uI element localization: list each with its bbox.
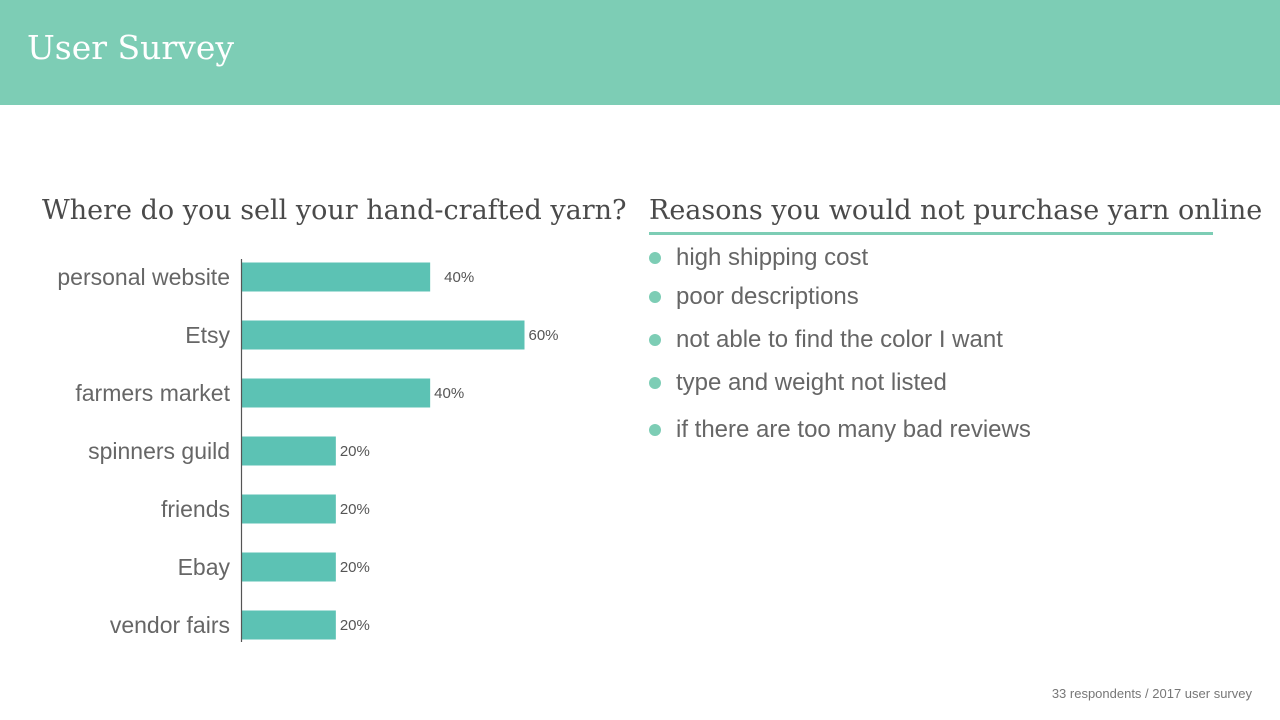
category-label: friends bbox=[161, 496, 230, 522]
bar bbox=[241, 610, 336, 640]
reasons-title-underline bbox=[649, 232, 1213, 235]
reasons-title: Reasons you would not purchase yarn onli… bbox=[649, 195, 1263, 226]
bar bbox=[241, 552, 336, 582]
bar bbox=[241, 494, 336, 524]
reason-text: high shipping cost bbox=[676, 244, 869, 271]
data-label: 60% bbox=[529, 327, 559, 344]
dot-bullet-icon bbox=[649, 377, 661, 389]
chart-title: Where do you sell your hand-crafted yarn… bbox=[42, 195, 627, 226]
reason-text: type and weight not listed bbox=[676, 369, 947, 396]
header-band bbox=[0, 0, 1280, 105]
reason-text: not able to find the color I want bbox=[676, 326, 1003, 353]
bar-chart: personal website 40% Etsy 60% farmers market… bbox=[57, 259, 559, 642]
data-label: 40% bbox=[444, 269, 474, 286]
slide-title: User Survey bbox=[27, 28, 234, 67]
data-label: 20% bbox=[340, 501, 370, 518]
bar bbox=[241, 262, 431, 292]
category-label: Ebay bbox=[178, 554, 231, 580]
dot-bullet-icon bbox=[649, 252, 661, 264]
bar bbox=[241, 378, 431, 408]
bar bbox=[241, 320, 525, 350]
bar bbox=[241, 436, 336, 466]
dot-bullet-icon bbox=[649, 334, 661, 346]
reason-text: poor descriptions bbox=[676, 283, 859, 310]
data-label: 20% bbox=[340, 617, 370, 634]
footnote: 33 respondents / 2017 user survey bbox=[1051, 686, 1252, 701]
data-label: 20% bbox=[340, 443, 370, 460]
category-label: farmers market bbox=[75, 380, 230, 406]
dot-bullet-icon bbox=[649, 424, 661, 436]
category-label: vendor fairs bbox=[110, 612, 230, 638]
reason-text: if there are too many bad reviews bbox=[676, 416, 1031, 443]
category-label: spinners guild bbox=[88, 438, 230, 464]
category-label: Etsy bbox=[185, 322, 230, 348]
dot-bullet-icon bbox=[649, 291, 661, 303]
data-label: 40% bbox=[434, 385, 464, 402]
data-label: 20% bbox=[340, 559, 370, 576]
category-label: personal website bbox=[57, 264, 230, 290]
